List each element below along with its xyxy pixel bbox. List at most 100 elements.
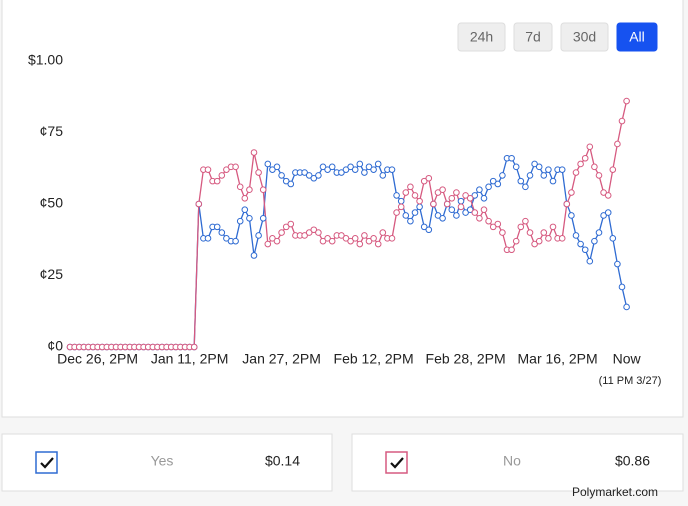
checkbox[interactable] xyxy=(35,451,58,474)
data-point xyxy=(420,177,428,185)
outcome-name: No xyxy=(503,453,521,469)
data-point xyxy=(535,237,543,245)
data-point xyxy=(591,163,598,171)
data-point xyxy=(347,237,354,245)
data-point xyxy=(397,197,405,205)
range-button-label[interactable]: 24h xyxy=(470,29,493,45)
data-point xyxy=(480,194,488,202)
data-point xyxy=(494,180,502,188)
data-point xyxy=(278,172,285,179)
data-point xyxy=(264,240,272,248)
data-point xyxy=(508,246,515,254)
data-point xyxy=(499,229,506,236)
data-point xyxy=(241,194,249,202)
data-point xyxy=(269,166,276,173)
data-point xyxy=(476,215,483,222)
range-button[interactable] xyxy=(513,22,553,52)
data-point xyxy=(609,235,617,242)
data-point xyxy=(411,192,419,199)
data-point xyxy=(581,246,589,254)
range-button-label[interactable]: 30d xyxy=(573,29,596,45)
y-tick-label: ¢50 xyxy=(40,195,64,211)
data-point xyxy=(365,163,373,171)
data-point xyxy=(223,235,230,242)
data-point xyxy=(402,189,410,196)
y-tick-label: ¢75 xyxy=(40,123,64,139)
data-point xyxy=(393,192,400,199)
data-point xyxy=(623,97,630,105)
data-point xyxy=(365,237,373,245)
data-point xyxy=(623,303,630,311)
x-tick-label: Now xyxy=(613,351,642,367)
data-point xyxy=(439,215,446,222)
data-point xyxy=(453,189,460,196)
data-point xyxy=(480,206,488,214)
range-button[interactable] xyxy=(616,22,658,52)
data-point xyxy=(563,200,571,208)
data-point xyxy=(213,177,221,185)
range-button-label[interactable]: All xyxy=(629,29,645,45)
data-point xyxy=(305,172,313,179)
range-button-label[interactable]: 7d xyxy=(525,29,541,45)
data-point xyxy=(416,203,423,211)
data-point xyxy=(425,226,433,234)
data-point xyxy=(471,192,479,199)
data-point xyxy=(232,163,239,171)
data-point xyxy=(407,217,414,225)
data-point xyxy=(572,232,580,239)
data-point xyxy=(595,172,603,179)
data-point xyxy=(430,200,437,208)
data-point xyxy=(443,200,451,208)
data-point xyxy=(494,220,502,228)
data-point xyxy=(342,235,350,242)
data-point xyxy=(250,252,258,259)
data-point xyxy=(485,183,492,191)
data-point xyxy=(190,343,198,351)
data-point xyxy=(508,154,515,162)
checkmark[interactable] xyxy=(40,457,54,469)
data-point xyxy=(319,237,327,245)
checkmark[interactable] xyxy=(390,457,404,469)
data-point xyxy=(545,235,552,242)
data-point xyxy=(453,212,460,219)
data-point xyxy=(535,163,543,171)
data-point xyxy=(466,206,474,214)
data-point xyxy=(287,180,295,188)
data-point xyxy=(416,197,423,205)
data-point xyxy=(526,229,534,236)
data-point xyxy=(540,229,548,236)
data-point xyxy=(388,166,396,173)
data-point xyxy=(310,226,318,234)
data-point xyxy=(517,177,525,185)
data-point xyxy=(255,232,262,239)
x-tick-label: Jan 11, 2PM xyxy=(151,351,229,367)
data-point xyxy=(609,166,617,173)
data-point xyxy=(618,117,626,125)
data-point xyxy=(356,160,364,168)
data-point xyxy=(595,229,603,236)
range-button[interactable] xyxy=(560,22,609,52)
data-point xyxy=(259,215,267,222)
checkbox[interactable] xyxy=(385,451,408,474)
data-point xyxy=(485,217,492,225)
data-point xyxy=(457,203,465,211)
data-point xyxy=(402,212,410,219)
data-point xyxy=(236,183,244,191)
data-point xyxy=(411,209,419,216)
data-point xyxy=(586,143,594,151)
data-point xyxy=(618,283,626,291)
data-point xyxy=(370,235,377,242)
data-point xyxy=(531,240,538,248)
data-point xyxy=(434,212,442,219)
data-point xyxy=(517,223,525,231)
y-tick-label: ¢0 xyxy=(47,338,63,354)
data-point xyxy=(545,166,552,173)
data-point xyxy=(195,200,203,208)
outcome-name: Yes xyxy=(151,453,174,469)
data-point xyxy=(591,237,598,245)
data-point xyxy=(356,240,364,248)
range-button[interactable] xyxy=(457,22,506,52)
data-point xyxy=(540,172,548,179)
data-point xyxy=(213,223,221,231)
data-point xyxy=(614,260,621,268)
